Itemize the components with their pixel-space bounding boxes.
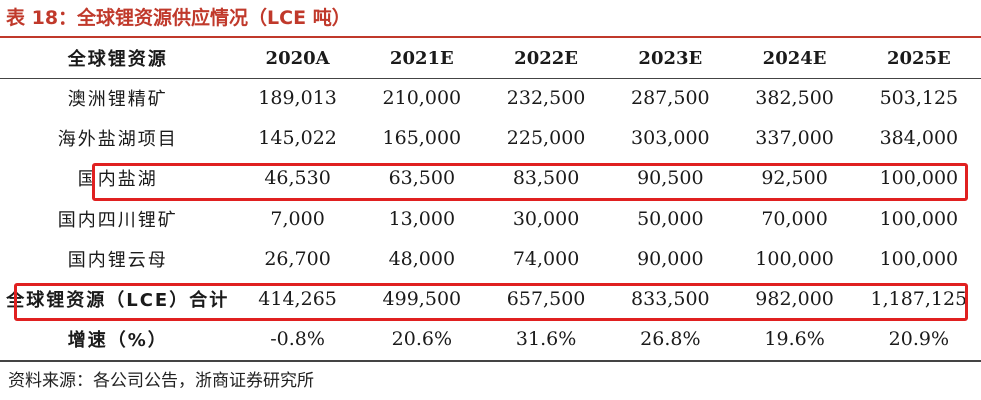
table-cell: 70,000: [761, 207, 828, 230]
source-note: 资料来源：各公司公告，浙商证券研究所: [8, 371, 314, 391]
table-cell: 100,000: [879, 167, 959, 190]
header-2024e: 2024E: [762, 47, 827, 69]
table-cell: 46,530: [264, 167, 331, 190]
table-cell: 90,500: [637, 167, 704, 190]
table-cell: 225,000: [506, 127, 586, 150]
row-label: 国内四川锂矿: [57, 209, 178, 231]
table-cell: 90,000: [637, 247, 704, 270]
table-row-total: 全球锂资源（LCE）合计 414,265 499,500 657,500 833…: [0, 279, 981, 319]
table-cell: 382,500: [755, 87, 834, 110]
table-cell: 414,265: [258, 288, 337, 311]
header-divider: [0, 78, 981, 79]
table-cell: 503,125: [879, 87, 959, 110]
row-label: 增速（%）: [67, 330, 168, 352]
table-cell: 20.6%: [391, 328, 453, 351]
table-cell: 31.6%: [515, 328, 577, 351]
highlight-box-global-total: [14, 283, 968, 321]
table-cell: 26,700: [264, 247, 331, 270]
header-2023e: 2023E: [638, 47, 703, 69]
header-2020a: 2020A: [265, 47, 330, 69]
table-cell: 100,000: [879, 207, 959, 230]
header-2021e: 2021E: [389, 47, 454, 69]
table-header-row: 全球锂资源 2020A 2021E 2022E 2023E 2024E 2025…: [0, 38, 981, 78]
header-category: 全球锂资源: [67, 49, 168, 70]
title-divider: [0, 36, 981, 38]
table-row: 澳洲锂精矿 189,013 210,000 232,500 287,500 38…: [0, 78, 981, 118]
table-cell: 287,500: [631, 87, 710, 110]
table-cell: 657,500: [506, 288, 586, 311]
table-cell: 20.9%: [888, 328, 950, 351]
table-cell: 92,500: [761, 167, 828, 190]
row-label: 全球锂资源（LCE）合计: [6, 290, 230, 312]
table-cell: 210,000: [382, 87, 462, 110]
table-cell: 13,000: [388, 207, 456, 230]
table-row-highlighted: 国内盐湖 46,530 63,500 83,500 90,500 92,500 …: [0, 158, 981, 198]
table-cell: 232,500: [506, 87, 586, 110]
row-label: 海外盐湖项目: [57, 129, 178, 151]
row-label: 澳洲锂精矿: [67, 89, 168, 111]
table-cell: 100,000: [879, 247, 959, 270]
table-cell: 145,022: [258, 127, 337, 150]
table-row-growth: 增速（%） -0.8% 20.6% 31.6% 26.8% 19.6% 20.9…: [0, 319, 981, 359]
table-cell: 384,000: [879, 127, 959, 150]
table-cell: 1,187,125: [870, 288, 968, 311]
table-cell: 303,000: [631, 127, 710, 150]
table-cell: 48,000: [388, 247, 456, 270]
table-cell: 74,000: [512, 247, 580, 270]
highlight-box-domestic-salt-lake: [92, 163, 968, 201]
table-title: 表 18：全球锂资源供应情况（LCE 吨）: [6, 7, 351, 29]
table-row: 海外盐湖项目 145,022 165,000 225,000 303,000 3…: [0, 118, 981, 158]
table-cell: 833,500: [631, 288, 710, 311]
table-cell: 83,500: [512, 167, 580, 190]
table-cell: 26.8%: [640, 328, 701, 351]
table-row: 国内四川锂矿 7,000 13,000 30,000 50,000 70,000…: [0, 199, 981, 239]
lithium-supply-table: 全球锂资源 2020A 2021E 2022E 2023E 2024E 2025…: [0, 38, 981, 359]
table-cell: 165,000: [382, 127, 462, 150]
table-cell: 19.6%: [764, 328, 825, 351]
header-2025e: 2025E: [886, 47, 951, 69]
table-cell: 982,000: [755, 288, 834, 311]
table-bottom-rule: [0, 360, 981, 362]
table-cell: 30,000: [512, 207, 580, 230]
table-cell: 499,500: [382, 288, 462, 311]
row-label: 国内盐湖: [77, 169, 158, 191]
table-cell: 100,000: [755, 247, 834, 270]
table-cell: 63,500: [388, 167, 456, 190]
table-row: 国内锂云母 26,700 48,000 74,000 90,000 100,00…: [0, 239, 981, 279]
table-cell: 50,000: [637, 207, 704, 230]
table-cell: -0.8%: [270, 328, 325, 351]
row-label: 国内锂云母: [67, 249, 168, 271]
table-cell: 337,000: [755, 127, 834, 150]
header-2022e: 2022E: [514, 47, 578, 69]
table-cell: 189,013: [258, 87, 337, 110]
table-cell: 7,000: [270, 207, 325, 230]
